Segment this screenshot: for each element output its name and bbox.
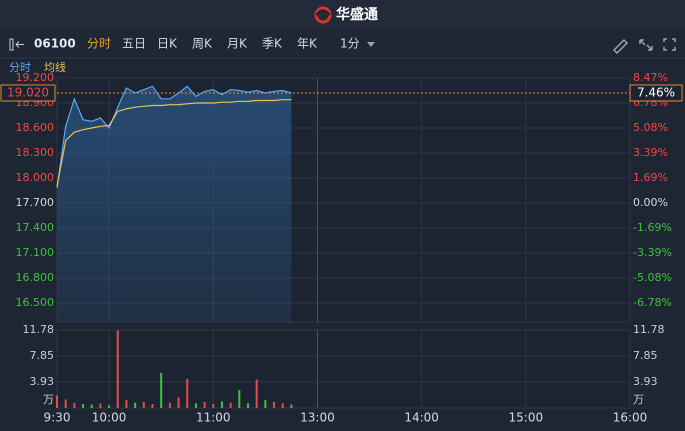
y-tick-label: 17.400 xyxy=(16,221,55,234)
volume-unit: 万 xyxy=(633,393,644,406)
tab[interactable]: 日K xyxy=(157,37,178,51)
y-tick-label: 18.600 xyxy=(16,121,55,134)
volume-panel xyxy=(56,329,631,409)
y-tick-label: 17.100 xyxy=(16,246,55,259)
volume-tick-label: 11.78 xyxy=(633,323,665,336)
volume-bar xyxy=(160,372,163,408)
volume-bar xyxy=(281,403,284,408)
volume-bar xyxy=(194,403,197,408)
expand-icon[interactable] xyxy=(639,39,653,51)
y-tick-label: 16.500 xyxy=(16,296,55,309)
price-tag-box xyxy=(0,84,56,102)
y2-tick-label: 0.00% xyxy=(633,196,668,209)
volume-tick-label: 7.85 xyxy=(633,349,658,362)
y2-tick-label: 1.69% xyxy=(633,171,668,184)
volume-bar xyxy=(220,401,223,408)
change-tag: 7.46% xyxy=(637,86,675,100)
toolbar xyxy=(0,30,685,58)
x-tick-label: 16:00 xyxy=(613,411,648,425)
volume-bar xyxy=(90,404,93,408)
volume-bar xyxy=(142,402,145,408)
legend-entry: 分时 xyxy=(9,61,31,74)
volume-bar xyxy=(229,402,232,408)
volume-tick-label: 11.78 xyxy=(23,323,55,336)
collapse-icon[interactable] xyxy=(9,38,24,51)
volume-bar xyxy=(273,402,276,408)
price-area xyxy=(57,86,292,322)
volume-bar xyxy=(186,378,189,408)
volume-bar xyxy=(212,404,215,408)
y2-tick-label: -6.78% xyxy=(633,296,672,309)
tab[interactable]: 年K xyxy=(297,37,318,51)
x-tick-label: 14:00 xyxy=(404,411,439,425)
volume-bar xyxy=(125,400,128,408)
x-tick-label: 9:30 xyxy=(44,411,71,425)
volume-bar xyxy=(203,402,206,408)
volume-bar xyxy=(177,397,180,408)
volume-tick-label: 3.93 xyxy=(30,375,55,388)
x-tick-label: 13:00 xyxy=(300,411,335,425)
volume-bar xyxy=(151,404,154,408)
y2-tick-label: -1.69% xyxy=(633,221,672,234)
volume-bar xyxy=(264,400,267,408)
legend-entry: 均线 xyxy=(44,60,66,74)
tab[interactable]: 分时 xyxy=(87,37,111,51)
volume-bar xyxy=(238,390,241,408)
tab[interactable]: 五日 xyxy=(122,37,146,51)
fullscreen-icon[interactable] xyxy=(663,38,676,51)
volume-bar xyxy=(116,330,119,408)
draw-icon[interactable] xyxy=(612,38,629,55)
brand-name: 华盛通 xyxy=(336,6,378,23)
interval-select[interactable]: 1分 xyxy=(340,37,360,51)
tab[interactable]: 月K xyxy=(227,37,248,51)
volume-bar xyxy=(99,403,102,408)
x-tick-label: 10:00 xyxy=(92,411,127,425)
price-tag: 19.020 xyxy=(7,86,49,100)
volume-bar xyxy=(108,405,111,408)
y2-tick-label: 5.08% xyxy=(633,121,668,134)
y-tick-label: 18.000 xyxy=(16,171,55,184)
volume-bar xyxy=(82,404,85,408)
y-tick-label: 16.800 xyxy=(16,271,55,284)
tab[interactable]: 周K xyxy=(192,37,213,51)
tab[interactable]: 季K xyxy=(262,37,283,51)
y-tick-label: 19.200 xyxy=(16,71,55,84)
volume-bar xyxy=(64,399,67,408)
volume-bar xyxy=(56,395,58,408)
volume-bar xyxy=(168,402,171,408)
volume-bar xyxy=(73,402,76,408)
x-tick-label: 11:00 xyxy=(196,411,231,425)
volume-bar xyxy=(255,379,258,408)
y2-tick-label: -3.39% xyxy=(633,246,672,259)
y2-tick-label: 3.39% xyxy=(633,146,668,159)
y2-tick-label: -5.08% xyxy=(633,271,672,284)
series-line xyxy=(56,85,292,189)
y2-tick-label: 8.47% xyxy=(633,71,668,84)
volume-bar xyxy=(247,403,249,408)
volume-bar xyxy=(134,402,137,408)
brand-logo xyxy=(314,6,332,24)
volume-tick-label: 7.85 xyxy=(30,349,55,362)
volume-unit: 万 xyxy=(43,393,54,406)
change-tag-box xyxy=(629,84,683,102)
y-tick-label: 18.300 xyxy=(16,146,55,159)
stock-code: 06100 xyxy=(34,37,76,51)
title-bar xyxy=(0,0,685,30)
x-tick-label: 15:00 xyxy=(509,411,544,425)
volume-bar xyxy=(290,404,293,408)
series-line xyxy=(56,99,292,187)
volume-tick-label: 3.93 xyxy=(633,375,658,388)
dropdown-arrow[interactable] xyxy=(367,42,375,47)
y-tick-label: 17.700 xyxy=(16,196,55,209)
